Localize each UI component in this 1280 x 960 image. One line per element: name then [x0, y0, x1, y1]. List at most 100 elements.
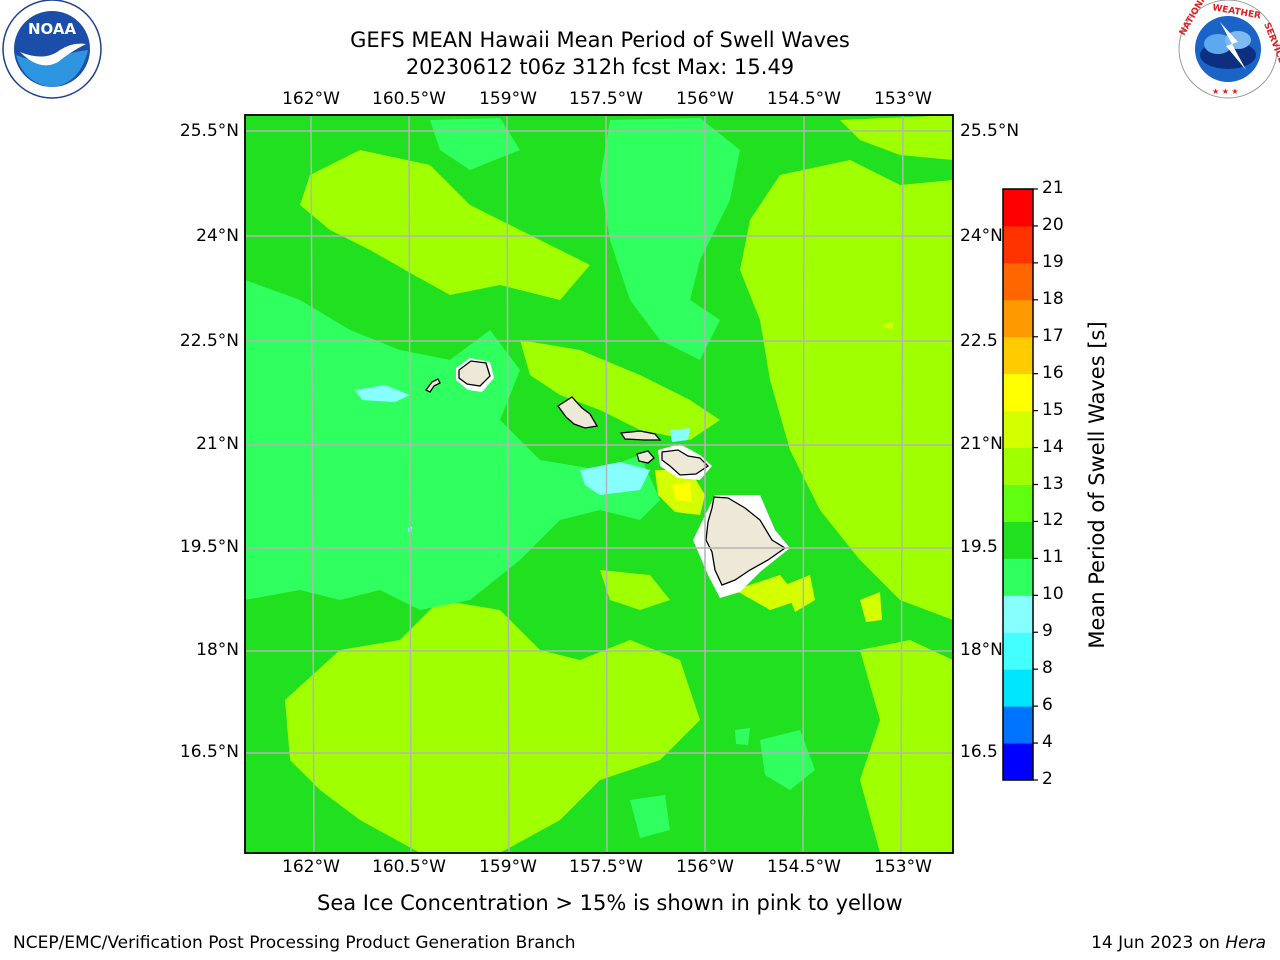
colorbar-frame: [1002, 188, 1034, 781]
island-lanai: [636, 450, 655, 464]
field-contour-13s: [860, 640, 953, 853]
colorbar-segment: [1003, 743, 1033, 781]
colorbar-tick-label: 20: [1042, 214, 1064, 235]
map-title-line2: 20230612 t06z 312h fcst Max: 15.49: [405, 55, 795, 79]
field-contour-13s: [600, 570, 670, 610]
colorbar-tick-label: 2: [1042, 769, 1053, 789]
lat-label-right: 19.5: [960, 537, 998, 557]
lat-label-left: 22.5°N: [179, 331, 239, 351]
map-frame: [244, 114, 954, 854]
lon-label-bottom: 156°W: [676, 857, 734, 877]
lat-label-right: 25.5°N: [960, 121, 1020, 141]
colorbar-tick-label: 19: [1042, 251, 1064, 272]
island-oahu: [557, 396, 599, 429]
lon-label-top: 157.5°W: [569, 89, 643, 109]
sea-ice-caption: Sea Ice Concentration > 15% is shown in …: [317, 891, 903, 915]
colorbar-tick-label: 14: [1042, 436, 1064, 457]
field-contour-10s: [760, 730, 815, 790]
lon-label-top: 160.5°W: [372, 89, 446, 109]
colorbar-segment: [1003, 336, 1033, 375]
colorbar-tick-label: 13: [1042, 473, 1064, 494]
lat-label-right: 16.5: [960, 742, 998, 762]
colorbar-segment: [1003, 373, 1033, 412]
lat-label-left: 24°N: [196, 226, 239, 246]
colorbar-segment: [1003, 595, 1033, 633]
colorbar-segment: [1003, 669, 1033, 707]
map-title-line1: GEFS MEAN Hawaii Mean Period of Swell Wa…: [350, 28, 850, 52]
lon-label-top: 154.5°W: [767, 89, 841, 109]
lightning-icon: [1220, 22, 1246, 70]
colorbar-segment: [1003, 632, 1033, 670]
colorbar-tick-label: 4: [1042, 732, 1053, 753]
lat-label-left: 21°N: [196, 434, 239, 454]
colorbar-segment: [1003, 262, 1033, 301]
colorbar-segment: [1003, 225, 1033, 264]
footer-date: 14 Jun 2023 on Hera: [1091, 933, 1266, 953]
colorbar-segment: [1003, 521, 1033, 559]
lon-label-top: 159°W: [479, 89, 537, 109]
colorbar-tick-label: 15: [1042, 399, 1064, 420]
island-niihau: [425, 378, 441, 393]
colorbar-segment: [1003, 706, 1033, 744]
colorbar-segment: [1003, 558, 1033, 596]
island-maui: [661, 449, 710, 476]
swell-period-field: [245, 115, 953, 853]
island-hawaii: [705, 496, 787, 586]
colorbar-tick-label: 17: [1042, 325, 1064, 346]
lon-label-bottom: 159°W: [479, 857, 537, 877]
field-contour-14s: [880, 322, 894, 330]
nws-logo: NATIONAL WEATHER SERVICE ★ ★ ★: [1178, 0, 1280, 99]
lat-label-right: 24°N: [960, 226, 1003, 246]
field-contour-15s: [672, 482, 692, 502]
colorbar-tick-label: 18: [1042, 288, 1064, 309]
colorbar-tick-label: 21: [1042, 178, 1064, 198]
lon-label-top: 153°W: [874, 89, 932, 109]
field-contour-13s: [285, 600, 700, 853]
field-contour-13s: [520, 340, 720, 440]
field-contour-9s: [580, 462, 650, 495]
field-contour-14s: [860, 592, 882, 622]
field-contour-9s: [670, 428, 690, 442]
colorbar-tick-label: 11: [1042, 547, 1064, 568]
colorbar-tick-label: 12: [1042, 510, 1064, 531]
colorbar-segment: [1003, 484, 1033, 522]
colorbar-segment: [1003, 410, 1033, 449]
field-contour-13s: [300, 150, 590, 300]
lon-label-top: 156°W: [676, 89, 734, 109]
island-kauai: [458, 360, 491, 387]
colorbar-title: Mean Period of Swell Waves [s]: [1085, 321, 1109, 649]
footer-producer: NCEP/EMC/Verification Post Processing Pr…: [13, 933, 576, 953]
colorbar-tick-label: 9: [1042, 621, 1053, 642]
lon-label-bottom: 160.5°W: [372, 857, 446, 877]
graticule: [245, 115, 953, 853]
lat-label-left: 18°N: [196, 640, 239, 660]
field-contour-9s: [355, 385, 410, 402]
footer-date-text: 14 Jun 2023 on: [1091, 933, 1226, 953]
field-contour-13s: [740, 160, 953, 620]
colorbar-tick-label: 10: [1042, 584, 1064, 605]
svg-text:★ ★ ★: ★ ★ ★: [1212, 87, 1239, 96]
colorbar-tick-label: 8: [1042, 658, 1053, 679]
lon-label-bottom: 162°W: [282, 857, 340, 877]
lat-label-right: 21°N: [960, 434, 1003, 454]
field-contour-13s: [840, 115, 953, 160]
lon-label-bottom: 154.5°W: [767, 857, 841, 877]
lat-label-left: 19.5°N: [179, 537, 239, 557]
field-contour-10s: [735, 728, 750, 745]
noaa-wordmark: NOAA: [28, 20, 77, 38]
field-contour-10s: [630, 795, 670, 838]
lon-label-top: 162°W: [282, 89, 340, 109]
noaa-logo: NOAA: [2, 0, 102, 99]
field-contour-14s: [735, 575, 800, 610]
lon-label-bottom: 157.5°W: [569, 857, 643, 877]
lat-label-right: 18°N: [960, 640, 1003, 660]
colorbar-tick-label: 6: [1042, 695, 1053, 716]
lat-label-left: 16.5°N: [179, 742, 239, 762]
colorbar-segment: [1003, 189, 1033, 227]
lat-label-right: 22.5: [960, 331, 998, 351]
colorbar-segment: [1003, 299, 1033, 338]
lon-label-bottom: 153°W: [874, 857, 932, 877]
colorbar: [1003, 188, 1038, 781]
island-molokai: [619, 430, 662, 441]
